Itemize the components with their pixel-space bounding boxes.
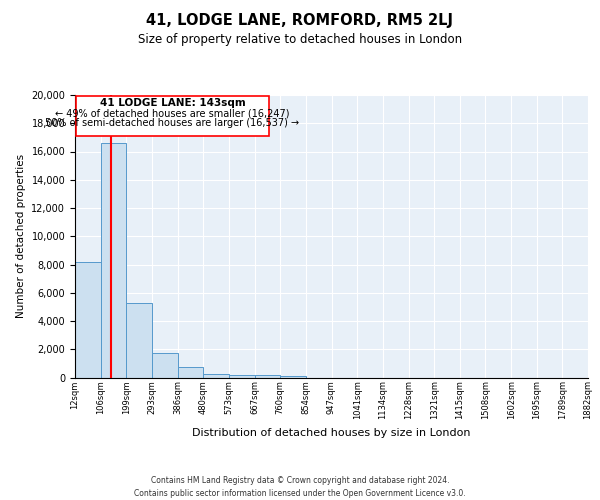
X-axis label: Distribution of detached houses by size in London: Distribution of detached houses by size … [192,428,471,438]
Y-axis label: Number of detached properties: Number of detached properties [16,154,26,318]
Bar [75,262,101,378]
Text: 41 LODGE LANE: 143sqm: 41 LODGE LANE: 143sqm [100,98,245,108]
Bar [229,374,254,378]
Text: 50% of semi-detached houses are larger (16,537) →: 50% of semi-detached houses are larger (… [46,118,299,128]
Text: 41, LODGE LANE, ROMFORD, RM5 2LJ: 41, LODGE LANE, ROMFORD, RM5 2LJ [146,12,454,28]
Bar [127,302,152,378]
Text: Size of property relative to detached houses in London: Size of property relative to detached ho… [138,32,462,46]
Bar [178,367,203,378]
FancyBboxPatch shape [76,96,269,136]
Bar [280,376,306,378]
Text: Contains public sector information licensed under the Open Government Licence v3: Contains public sector information licen… [134,489,466,498]
Bar [254,376,280,378]
Bar [203,374,229,378]
Bar [152,353,178,378]
Text: Contains HM Land Registry data © Crown copyright and database right 2024.: Contains HM Land Registry data © Crown c… [151,476,449,485]
Text: ← 49% of detached houses are smaller (16,247): ← 49% of detached houses are smaller (16… [55,108,290,118]
Bar [101,143,127,378]
